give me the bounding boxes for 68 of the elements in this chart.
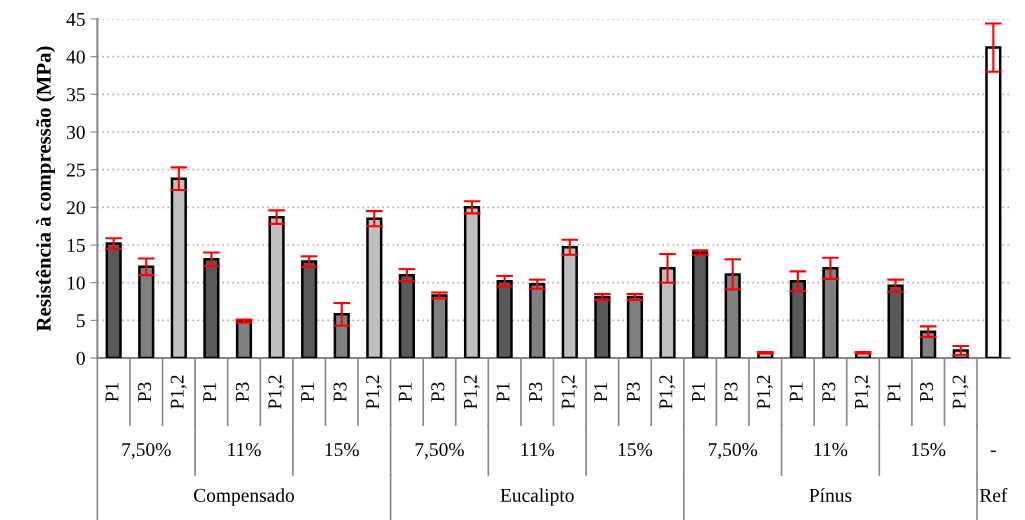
category-label: Eucalipto [500, 488, 574, 506]
bar [268, 215, 285, 359]
bar [203, 258, 220, 359]
bar [594, 295, 611, 359]
bar [692, 251, 709, 359]
bar [463, 206, 481, 359]
category-label: P3 [138, 382, 152, 402]
category-label: P1 [398, 382, 412, 402]
category-label: P1 [691, 382, 705, 402]
y-tick-label: 30 [67, 125, 85, 139]
category-label: 7,50% [708, 443, 758, 459]
category-label: P1,2 [366, 375, 382, 409]
category-label: Pínus [809, 488, 852, 502]
category-label: P1 [203, 382, 217, 402]
category-label: Ref [979, 488, 1008, 502]
category-label: 7,50% [122, 443, 171, 459]
category-label: P1,2 [561, 375, 578, 409]
bar [561, 246, 578, 359]
category-label: P1 [496, 382, 510, 402]
category-label: P1,2 [952, 375, 969, 409]
category-label: P3 [724, 382, 738, 402]
category-label: P1 [594, 382, 608, 402]
category-label: P3 [431, 382, 445, 402]
category-label: P1 [300, 382, 314, 402]
category-label: 7,50% [415, 443, 464, 459]
category-label: 11% [521, 443, 554, 457]
y-tick-label: 0 [76, 351, 85, 365]
category-label: - [990, 450, 996, 453]
category-label: 15% [325, 443, 359, 457]
category-label: P3 [333, 382, 347, 402]
category-label: P1 [789, 382, 803, 402]
category-label: P3 [919, 382, 934, 402]
bar [170, 177, 187, 359]
bar [398, 273, 415, 359]
y-tick-label: 45 [66, 12, 85, 26]
category-label: 15% [618, 443, 653, 457]
y-tick-label: 5 [76, 314, 85, 328]
bar [789, 279, 806, 359]
bar [366, 217, 383, 359]
bar [887, 284, 904, 359]
y-tick-label: 40 [66, 50, 85, 64]
category-label: P3 [822, 382, 836, 402]
category-label: P1 [887, 382, 901, 402]
category-label: P1,2 [170, 375, 187, 409]
category-label: Compensado [194, 488, 295, 506]
category-label: P1,2 [757, 375, 773, 409]
y-tick-label: 10 [67, 276, 85, 290]
category-label: P1 [105, 382, 119, 402]
category-label: 11% [228, 443, 261, 457]
category-label: P3 [529, 382, 543, 402]
bar [301, 260, 318, 359]
category-label: 11% [814, 443, 848, 457]
category-label: P1,2 [268, 375, 285, 409]
category-label: P1,2 [463, 375, 480, 409]
category-label: P1,2 [854, 375, 871, 409]
y-tick-label: 15 [67, 238, 85, 252]
category-label: P3 [235, 382, 249, 402]
category-label: 15% [912, 443, 946, 457]
category-label: P1,2 [659, 375, 676, 409]
y-tick-label: 35 [67, 88, 85, 102]
bar [985, 46, 1002, 359]
category-label: P3 [626, 382, 640, 402]
bar [105, 242, 122, 359]
bar [496, 279, 513, 359]
y-tick-label: 25 [66, 163, 85, 177]
y-tick-label: 20 [66, 201, 85, 215]
y-axis-title: Resistência à compressão (MPa) [35, 46, 56, 332]
bar [659, 267, 676, 359]
